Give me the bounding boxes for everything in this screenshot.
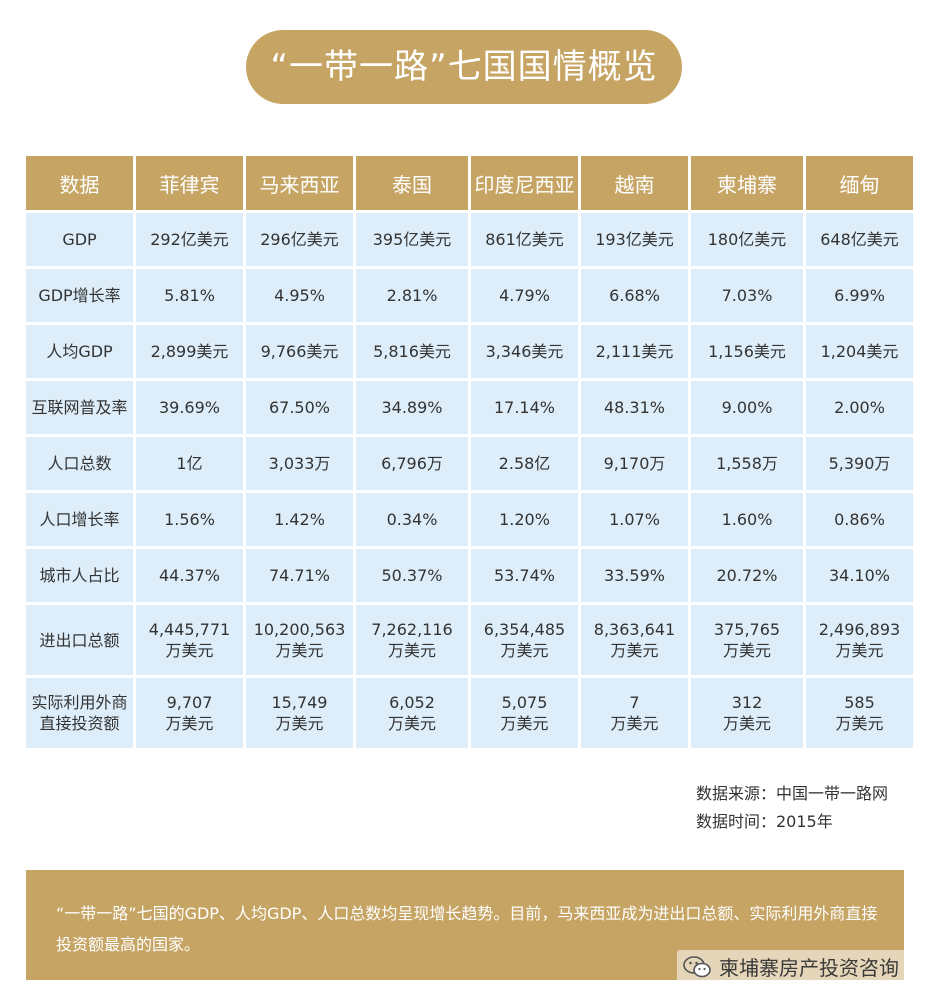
row-label: 实际利用外商 直接投资额 [26,678,133,748]
table-cell: 1.60% [691,493,803,546]
table-cell: 648亿美元 [806,213,913,266]
table-cell: 10,200,563 万美元 [246,605,353,675]
table-cell: 2,111美元 [581,325,688,378]
table-cell: 1,558万 [691,437,803,490]
table-cell: 4.79% [471,269,578,322]
table-cell: 33.59% [581,549,688,602]
table-cell: 1.42% [246,493,353,546]
row-label: 人口增长率 [26,493,133,546]
table-cell: 1.56% [136,493,243,546]
table-cell: 375,765 万美元 [691,605,803,675]
table-cell: 6.68% [581,269,688,322]
table-cell: 7.03% [691,269,803,322]
row-label: 人均GDP [26,325,133,378]
table-cell: 6,796万 [356,437,468,490]
table-cell: 44.37% [136,549,243,602]
summary-box: “一带一路”七国的GDP、人均GDP、人口总数均呈现增长趋势。目前，马来西亚成为… [26,870,904,980]
table-cell: 5,390万 [806,437,913,490]
table-row: GDP增长率 5.81% 4.95% 2.81% 4.79% 6.68% 7.03% 6.99… [26,269,913,322]
row-label: 互联网普及率 [26,381,133,434]
table-cell: 5,075 万美元 [471,678,578,748]
table-cell: 7 万美元 [581,678,688,748]
data-source: 数据来源：中国一带一路网 [696,784,889,803]
table-cell: 48.31% [581,381,688,434]
table-row: 实际利用外商 直接投资额 9,707 万美元 15,749 万美元 6,052 万美元 5,07… [26,678,913,748]
table-cell: 2,899美元 [136,325,243,378]
table-row: 人均GDP 2,899美元 9,766美元 5,816美元 3,346美元 2,111美元… [26,325,913,378]
table-row: 互联网普及率 39.69% 67.50% 34.89% 17.14% 48.31% 9.00… [26,381,913,434]
table-cell: 2.00% [806,381,913,434]
table-cell: 5,816美元 [356,325,468,378]
summary-text: “一带一路”七国的GDP、人均GDP、人口总数均呈现增长趋势。目前，马来西亚成为… [56,904,878,954]
row-label: GDP [26,213,133,266]
table-cell: 6,354,485 万美元 [471,605,578,675]
header-cell: 泰国 [356,156,468,210]
table-cell: 861亿美元 [471,213,578,266]
header-cell: 菲律宾 [136,156,243,210]
table-cell: 1亿 [136,437,243,490]
table-cell: 193亿美元 [581,213,688,266]
table-row: 城市人占比 44.37% 74.71% 50.37% 53.74% 33.59% 20.72… [26,549,913,602]
table-cell: 4,445,771 万美元 [136,605,243,675]
header-cell: 越南 [581,156,688,210]
watermark-text: 柬埔寨房产投资咨询 [719,956,899,980]
header-cell: 缅甸 [806,156,913,210]
table-cell: 585 万美元 [806,678,913,748]
table-cell: 6,052 万美元 [356,678,468,748]
header-cell: 数据 [26,156,133,210]
table-cell: 0.34% [356,493,468,546]
header-cell: 马来西亚 [246,156,353,210]
table-cell: 296亿美元 [246,213,353,266]
table-cell: 2.58亿 [471,437,578,490]
table-cell: 2,496,893 万美元 [806,605,913,675]
table-cell: 312 万美元 [691,678,803,748]
table-row: 人口增长率 1.56% 1.42% 0.34% 1.20% 1.07% 1.60% 0.86% [26,493,913,546]
table-cell: 8,363,641 万美元 [581,605,688,675]
table-cell: 0.86% [806,493,913,546]
table-cell: 292亿美元 [136,213,243,266]
table-cell: 395亿美元 [356,213,468,266]
table-cell: 9,170万 [581,437,688,490]
row-label: 城市人占比 [26,549,133,602]
watermark: 柬埔寨房产投资咨询 [677,950,905,983]
header-cell: 柬埔寨 [691,156,803,210]
table-cell: 15,749 万美元 [246,678,353,748]
table-cell: 53.74% [471,549,578,602]
table-cell: 1.07% [581,493,688,546]
table-cell: 1.20% [471,493,578,546]
row-label: 人口总数 [26,437,133,490]
table-cell: 9,707 万美元 [136,678,243,748]
table-row: GDP 292亿美元 296亿美元 395亿美元 861亿美元 193亿美元 180亿美元 6… [26,213,913,266]
data-table: 数据 菲律宾 马来西亚 泰国 印度尼西亚 越南 柬埔寨 缅甸 GDP 292亿美元… [23,153,916,751]
table-cell: 1,156美元 [691,325,803,378]
table-row: 进出口总额 4,445,771 万美元 10,200,563 万美元 7,262,116 万… [26,605,913,675]
header-cell: 印度尼西亚 [471,156,578,210]
table-cell: 7,262,116 万美元 [356,605,468,675]
table-cell: 67.50% [246,381,353,434]
table-cell: 74.71% [246,549,353,602]
table-cell: 1,204美元 [806,325,913,378]
row-label: 进出口总额 [26,605,133,675]
table-cell: 34.89% [356,381,468,434]
data-date: 数据时间：2015年 [696,812,833,831]
table-cell: 50.37% [356,549,468,602]
page-title: “一带一路”七国国情概览 [246,30,682,104]
table-cell: 20.72% [691,549,803,602]
wechat-icon [683,955,711,977]
table-cell: 3,033万 [246,437,353,490]
row-label: GDP增长率 [26,269,133,322]
table-cell: 39.69% [136,381,243,434]
table-cell: 4.95% [246,269,353,322]
table-cell: 34.10% [806,549,913,602]
table-cell: 6.99% [806,269,913,322]
table-cell: 5.81% [136,269,243,322]
table-cell: 2.81% [356,269,468,322]
table-row: 人口总数 1亿 3,033万 6,796万 2.58亿 9,170万 1,558万 5,390… [26,437,913,490]
table-header-row: 数据 菲律宾 马来西亚 泰国 印度尼西亚 越南 柬埔寨 缅甸 [26,156,913,210]
table-cell: 180亿美元 [691,213,803,266]
table-cell: 17.14% [471,381,578,434]
table-cell: 3,346美元 [471,325,578,378]
table-cell: 9.00% [691,381,803,434]
table-cell: 9,766美元 [246,325,353,378]
